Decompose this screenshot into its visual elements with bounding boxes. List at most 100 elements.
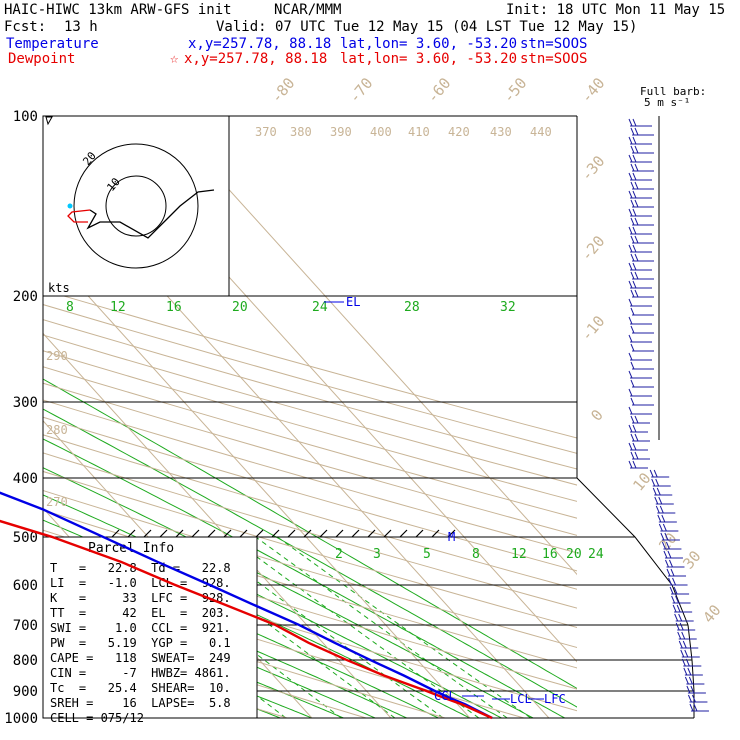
dewpoint-coords: x,y=257.78, 88.18 <box>184 51 327 67</box>
mixing-ratio-line <box>102 536 342 718</box>
mixing-ratio-line <box>229 536 480 718</box>
moist-label: 24 <box>312 300 328 315</box>
theta-label: 400 <box>370 125 392 139</box>
pressure-label-600: 600 <box>13 578 38 594</box>
isotherm-labels: -80 -70 -60 -50 -40 -30 -20 -10 0 10 20 … <box>267 74 724 626</box>
isotherm-line <box>162 116 577 576</box>
moist-label: 32 <box>500 300 516 315</box>
parcel-row: SWI = 1.0 CCL = 921. <box>50 621 231 635</box>
temperature-series-line <box>0 491 493 720</box>
mixing-ratio-labels: 2 3 5 8 12 16 20 24 <box>335 547 604 562</box>
moist-adiabat-line <box>43 408 577 708</box>
forecast-label: Fcst: <box>4 19 46 35</box>
theta-labels: 370 380 390 400 410 420 430 440 290 280 … <box>46 125 552 509</box>
isotherm-label: -80 <box>267 74 298 106</box>
ccl-label: CCL <box>434 689 456 703</box>
parcel-row: CAPE = 118 SWEAT= 249 <box>50 651 231 665</box>
mixing-label: 16 <box>542 547 558 562</box>
temperature-legend-label: Temperature <box>6 36 99 52</box>
pressure-label-300: 300 <box>13 395 38 411</box>
wind-barbs <box>628 118 709 712</box>
pressure-label-900: 900 <box>13 684 38 700</box>
isotherm-label: 20 <box>655 529 680 554</box>
dry-adiabat-line <box>43 334 577 486</box>
mixing-label: 5 <box>423 547 431 562</box>
dry-adiabat-line <box>43 319 577 470</box>
hodograph-ring-10 <box>105 175 167 237</box>
temperature-station: stn=SOOS <box>520 36 587 52</box>
theta-label: 440 <box>530 125 552 139</box>
isotherm-label: -30 <box>577 152 608 184</box>
dry-adiabat-line <box>43 416 577 572</box>
hodograph-kts-label: kts <box>48 281 70 295</box>
parcel-row: CIN = -7 HWBZ= 4861. <box>50 666 231 680</box>
barb-legend-line2: 5 m s⁻¹ <box>644 96 690 109</box>
mixing-label: 2 <box>335 547 343 562</box>
lfc-label: LFC <box>544 692 566 706</box>
hodograph-inset: 20 10 kts <box>42 115 230 297</box>
pressure-axis-labels: 100 200 300 400 500 600 700 800 900 1000 <box>4 109 38 727</box>
moist-label: 28 <box>404 300 420 315</box>
theta-label: 430 <box>490 125 512 139</box>
dry-adiabat-line <box>43 452 577 609</box>
isotherm-label: -10 <box>577 312 608 344</box>
pressure-label-500: 500 <box>13 530 38 546</box>
level-markers: EL M CCL LCL LFC <box>324 295 566 706</box>
theta-label: 380 <box>290 125 312 139</box>
pressure-label-700: 700 <box>13 618 38 634</box>
init-time: Init: 18 UTC Mon 11 May 15 <box>506 2 725 18</box>
isotherm-line <box>43 332 392 718</box>
plot-frame <box>576 116 695 718</box>
dry-adiabat-line <box>43 489 577 649</box>
isotherm-line <box>43 245 471 718</box>
lcl-label: LCL <box>510 692 532 706</box>
parcel-row: TT = 42 EL = 203. <box>50 606 231 620</box>
theta-label: 390 <box>330 125 352 139</box>
parcel-row: SREH = 16 LAPSE= 5.8 <box>50 696 231 710</box>
mixing-label: 12 <box>511 547 527 562</box>
isotherm-label: -40 <box>577 74 608 106</box>
valid-time: Valid: 07 UTC Tue 12 May 15 (04 LST Tue … <box>216 19 637 35</box>
isotherm-label: 30 <box>679 547 704 572</box>
parcel-row: Tc = 25.4 SHEAR= 10. <box>50 681 231 695</box>
parcel-row: LI = -1.0 LCL = 928. <box>50 576 231 590</box>
theta-label: 290 <box>46 349 68 363</box>
parcel-info-box: Parcel Info T = 22.8 Td = 22.8 LI = -1.0… <box>42 536 258 725</box>
pressure-label-1000: 1000 <box>4 711 38 727</box>
temperature-latlon: lat,lon= 3.60, -53.20 <box>340 36 517 52</box>
dry-adiabat-line <box>43 289 577 439</box>
isotherm-label: 40 <box>699 601 724 626</box>
parcel-row: PW = 5.19 YGP = 0.1 <box>50 636 231 650</box>
isotherm-label: -50 <box>499 74 530 106</box>
dry-adiabat-line <box>43 304 577 454</box>
hodograph-trace-low <box>67 209 91 223</box>
barb-legend-line1: Full barb: <box>640 85 706 98</box>
isotherm-label: -70 <box>345 74 376 106</box>
dry-adiabat-line <box>43 571 525 718</box>
pressure-label-100: 100 <box>13 109 38 125</box>
dewpoint-star-icon: ☆ <box>170 51 179 67</box>
dewpoint-series-line <box>0 519 493 720</box>
pressure-label-800: 800 <box>13 653 38 669</box>
parcel-row: CELL = 075/12 <box>50 711 144 725</box>
moist-label: 12 <box>110 300 126 315</box>
moist-adiabat-line <box>43 563 407 718</box>
pressure-label-400: 400 <box>13 471 38 487</box>
moist-adiabat-line <box>43 378 577 690</box>
temperature-coords: x,y=257.78, 88.18 <box>188 36 331 52</box>
mixing-label: 20 <box>566 547 582 562</box>
hodograph-trace <box>86 189 215 239</box>
moist-adiabat-labels: 8 12 16 20 24 28 32 <box>66 300 516 315</box>
isotherm-label: -60 <box>423 74 454 106</box>
isotherm-label: 0 <box>587 406 607 424</box>
level-hash-marks <box>111 529 456 538</box>
dry-adiabat-line <box>43 434 577 590</box>
org-label: NCAR/MMM <box>274 2 341 18</box>
theta-label: 270 <box>46 495 68 509</box>
moist-label: 16 <box>166 300 182 315</box>
mixing-label: 8 <box>472 547 480 562</box>
hodograph-surface-dot <box>67 203 73 209</box>
dry-adiabat-line <box>43 470 577 629</box>
pressure-label-200: 200 <box>13 289 38 305</box>
